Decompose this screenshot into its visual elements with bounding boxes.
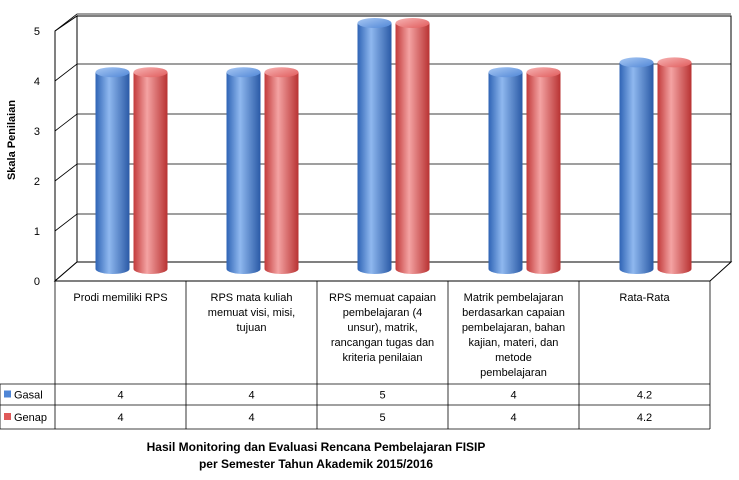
category-label: Rata-Rata xyxy=(619,292,670,304)
gridline xyxy=(54,13,731,32)
bars xyxy=(95,18,692,274)
y-tick-label: 3 xyxy=(34,126,40,138)
table-value: 4.2 xyxy=(637,390,652,402)
table-value: 4 xyxy=(510,390,516,402)
y-tick-label: 5 xyxy=(34,26,40,38)
title-line: Hasil Monitoring dan Evaluasi Rencana Pe… xyxy=(147,440,486,454)
chart-title: Hasil Monitoring dan Evaluasi Rencana Pe… xyxy=(147,440,486,471)
floor xyxy=(53,261,733,282)
bar xyxy=(395,18,430,274)
y-axis-title: Skala Penilaian xyxy=(6,100,18,180)
table-value: 4 xyxy=(248,412,254,424)
category-label: RPS mata kuliah memuat visi, misi, tujuan xyxy=(208,292,295,334)
bar xyxy=(357,18,392,274)
bar xyxy=(488,67,523,274)
title-line: per Semester Tahun Akademik 2015/2016 xyxy=(199,457,433,471)
bar xyxy=(526,67,561,274)
gridline xyxy=(54,63,731,82)
legend-label: Gasal xyxy=(14,390,43,402)
y-tick-label: 0 xyxy=(34,276,40,288)
bar xyxy=(133,67,168,274)
bar xyxy=(619,57,654,274)
category-label: Prodi memiliki RPS xyxy=(73,292,167,304)
legend-label: Genap xyxy=(14,412,47,424)
bar xyxy=(226,67,261,274)
legend-swatch xyxy=(4,390,11,398)
data-table: Prodi memiliki RPS RPS mata kuliah memuat … xyxy=(0,281,711,430)
y-axis-ticks: 0 1 2 3 4 5 xyxy=(34,26,40,288)
table-value: 5 xyxy=(379,412,385,424)
category-label: RPS memuat capaian pembelajaran (4 unsur),… xyxy=(329,292,436,364)
y-tick-label: 2 xyxy=(34,176,40,188)
bar xyxy=(264,67,299,274)
table-value: 4 xyxy=(117,412,123,424)
y-tick-label: 1 xyxy=(34,226,40,238)
table-value: 4 xyxy=(248,390,254,402)
y-tick-label: 4 xyxy=(34,76,40,88)
side-wall xyxy=(54,15,78,283)
bar xyxy=(95,67,130,274)
bar xyxy=(657,57,692,274)
category-label: Matrik pembelajaran berdasarkan capaian pe… xyxy=(462,292,565,379)
legend-swatch xyxy=(4,413,11,420)
table-value: 4.2 xyxy=(637,412,652,424)
table-value: 4 xyxy=(510,412,516,424)
table-value: 4 xyxy=(117,390,123,402)
table-value: 5 xyxy=(379,390,385,402)
